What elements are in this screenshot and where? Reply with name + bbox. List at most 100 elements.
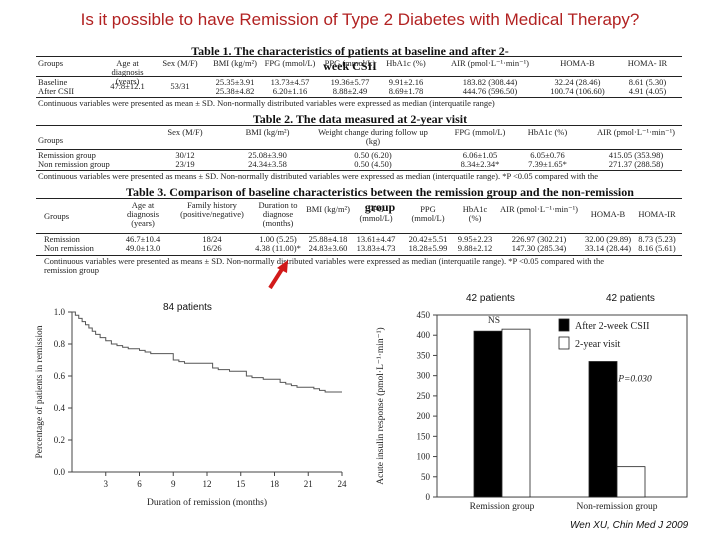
table-1-header: HOMA-B: [560, 58, 595, 68]
x-tick-label: 6: [137, 479, 142, 489]
table-cell: 7.39±1.65*: [528, 159, 567, 169]
legend-label: After 2-week CSII: [575, 321, 649, 332]
remission-survival-chart: 1.0 0.8 0.6 0.4 0.2 0.0 3 6 9 12 15 18 21 24 Duration …: [34, 307, 348, 508]
table-3-header: Age at diagnosis (years): [126, 200, 160, 228]
category-label: Non-remission group: [576, 502, 657, 512]
table-cell: 8.61 (5.30): [628, 77, 667, 87]
x-tick-label: 15: [236, 479, 246, 489]
x-tick-label: 24: [338, 479, 348, 489]
table-cell: 8.88±2.49: [332, 86, 368, 96]
table-cell: 49.0±13.0: [125, 243, 161, 253]
table-1-header: Age at diagnosis (years): [111, 58, 144, 86]
y-tick-label: 0.8: [54, 339, 66, 349]
table-3-header: HbA1c (%): [462, 204, 488, 223]
table-cell: 32.00 (29.89): [585, 234, 632, 244]
x-tick-label: 18: [270, 479, 280, 489]
callout-42-patients-remission: 42 patients: [466, 293, 515, 304]
table-3-header: FPG (mmol/L): [359, 204, 393, 223]
red-arrow-icon: [268, 260, 288, 290]
annotation-ns: NS: [488, 316, 500, 326]
table-1-note: Continuous variables were presented as m…: [38, 98, 495, 108]
table-cell: 18/24: [202, 234, 222, 244]
y-tick-label: 1.0: [54, 307, 66, 317]
table-row: Remission group: [38, 150, 96, 160]
table-cell: 24.83±3.60: [308, 243, 348, 253]
table-1-header: Groups: [38, 58, 64, 68]
x-tick-label: 3: [104, 479, 109, 489]
table-cell: 4.91 (4.05): [628, 86, 667, 96]
y-axis-label: Percentage of patients in remission: [34, 325, 45, 458]
table-cell: 9.91±2.16: [388, 77, 424, 87]
table-1-header: PPG (mmol/L): [324, 58, 376, 68]
acute-insulin-response-chart: 0 50 100 150 200 250 300 350 400 450 Remission gro…: [375, 310, 688, 512]
table-1-caption: Table 1. The characteristics of patients…: [191, 44, 509, 73]
callout-84-patients: 84 patients: [163, 302, 212, 313]
table-cell: 33.14 (28.44): [585, 243, 632, 253]
table-row: Baseline: [38, 77, 68, 87]
table-cell: 1.00 (5.25): [259, 234, 297, 244]
table-cell: 100.74 (106.60): [550, 86, 605, 96]
bar: [501, 328, 531, 498]
table-cell: 271.37 (288.58): [608, 159, 664, 169]
table-3-bottom-rule: [36, 255, 682, 256]
y-tick-label: 350: [417, 350, 431, 360]
table-2-header: Sex (M/F): [167, 127, 203, 137]
table-cell: 25.88±4.18: [308, 234, 348, 244]
table-2-header: AIR (pmol·L⁻¹·min⁻¹): [596, 127, 676, 137]
table-cell: 16/26: [202, 243, 222, 253]
table-3-header: PPG (mmol/L): [411, 204, 445, 223]
legend-swatch: [558, 318, 570, 332]
table-cell: 226.97 (302.21): [511, 234, 567, 244]
table-1-header: AIR (pmol·L⁻¹·min⁻¹): [450, 58, 530, 68]
table-2-top-rule: [36, 125, 682, 126]
callout-42-patients-non-remission: 42 patients: [606, 293, 655, 304]
table-1-header: FPG (mmol/L): [264, 58, 316, 68]
table-2-note: Continuous variables were presented as m…: [38, 171, 599, 181]
table-cell: 8.16 (5.61): [638, 243, 676, 253]
table-row: Non remission group: [38, 159, 110, 169]
table-1-header: Sex (M/F): [162, 58, 198, 68]
table-3-note-continued: remission group: [44, 265, 100, 275]
y-tick-label: 100: [417, 452, 431, 462]
y-tick-label: 250: [417, 391, 431, 401]
table-cell: 0.50 (6.20): [354, 150, 392, 160]
table-cell: 46.7±10.4: [125, 234, 161, 244]
legend-swatch: [558, 336, 570, 350]
table-cell: 24.34±3.58: [248, 159, 287, 169]
table-3-top-rule: [36, 198, 682, 199]
table-3-header: Groups: [44, 211, 70, 221]
table-cell: 6.05±0.76: [530, 150, 565, 160]
table-2-bottom-rule: [36, 170, 682, 171]
y-tick-label: 0.0: [54, 467, 66, 477]
table-row: After CSII: [38, 86, 75, 96]
table-2-caption: Table 2. The data measured at 2-year vis…: [252, 112, 468, 126]
table-cell: 47.8±12.1: [110, 81, 145, 91]
y-tick-label: 450: [417, 310, 431, 320]
bar: [588, 361, 618, 498]
table-cell: 147.30 (285.34): [511, 243, 567, 253]
table-cell: 18.28±5.99: [408, 243, 448, 253]
category-label: Remission group: [470, 502, 535, 512]
table-1-bottom-rule: [36, 97, 682, 98]
table-cell: 13.73±4.57: [270, 77, 310, 87]
table-cell: 32.24 (28.46): [554, 77, 601, 87]
table-3-header: AIR (pmol·L⁻¹·min⁻¹): [499, 204, 579, 214]
table-cell: 13.83±4.73: [356, 243, 396, 253]
x-tick-label: 9: [171, 479, 176, 489]
table-cell: 9.88±2.12: [457, 243, 493, 253]
table-cell: 25.35±3.91: [215, 77, 255, 87]
table-2-header: HbA1c (%): [527, 127, 568, 137]
table-2-header: Weight change during follow up (kg): [318, 127, 428, 146]
table-cell: 0.50 (4.50): [354, 159, 392, 169]
table-2-header: BMI (kg/m²): [245, 127, 290, 137]
y-tick-label: 0.6: [54, 371, 66, 381]
table-cell: 19.36±5.77: [330, 77, 370, 87]
table-1-header: BMI (kg/m²): [213, 58, 257, 68]
y-tick-label: 0: [426, 492, 431, 502]
table-cell: 53/31: [170, 81, 190, 91]
table-cell: 6.20±1.16: [272, 86, 308, 96]
table-cell: 30/12: [175, 150, 195, 160]
table-3-mid-rule: [36, 233, 682, 234]
x-axis-label: Duration of remission (months): [147, 497, 267, 508]
table-cell: 415.05 (353.98): [608, 150, 664, 160]
